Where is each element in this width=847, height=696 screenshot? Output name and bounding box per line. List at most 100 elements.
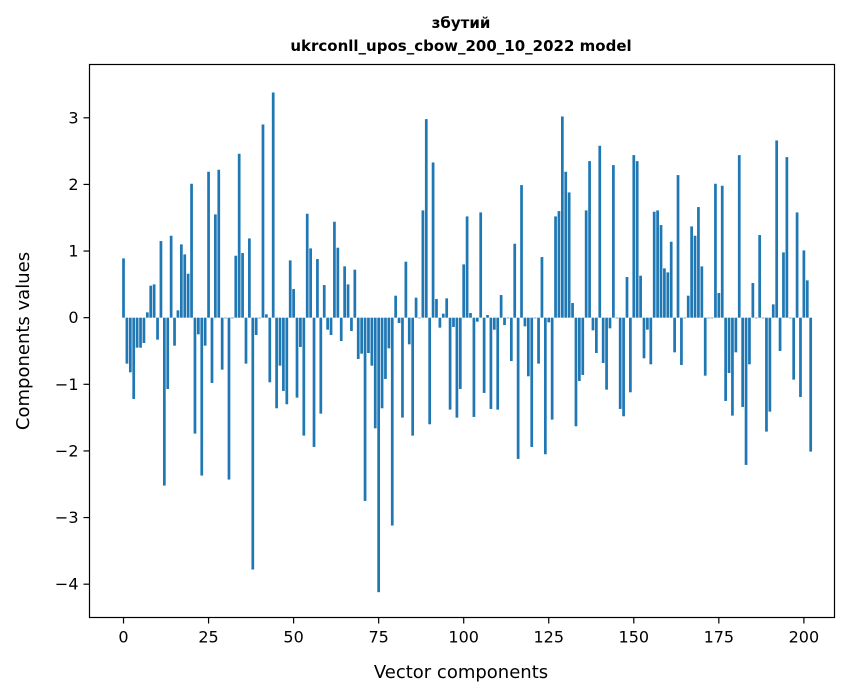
bar-165 [683, 317, 687, 319]
bar-74 [373, 317, 377, 429]
bar-96 [448, 317, 452, 410]
bar-43 [268, 317, 272, 383]
bars-group [122, 92, 813, 593]
bar-81 [397, 317, 401, 324]
bar-181 [737, 155, 741, 318]
bar-31 [227, 317, 231, 480]
bar-11 [159, 241, 163, 318]
bar-195 [785, 157, 789, 318]
bar-139 [595, 317, 598, 353]
bar-55 [309, 248, 312, 318]
bar-143 [608, 317, 612, 329]
bar-54 [305, 213, 309, 318]
bar-164 [680, 317, 683, 365]
bar-172 [707, 317, 710, 319]
bar-124 [543, 317, 547, 455]
bar-154 [646, 317, 649, 330]
bar-27 [214, 214, 217, 318]
bar-107 [486, 315, 489, 318]
bar-65 [343, 266, 346, 318]
bar-33 [234, 255, 238, 318]
bar-109 [492, 317, 496, 330]
bar-201 [805, 280, 809, 318]
bar-94 [441, 313, 445, 318]
bar-63 [336, 247, 340, 318]
bar-62 [333, 221, 336, 318]
bar-121 [533, 317, 537, 319]
bar-40 [258, 317, 261, 319]
bar-82 [401, 317, 404, 418]
bar-45 [275, 317, 278, 409]
bar-41 [261, 124, 265, 318]
bar-173 [710, 317, 714, 319]
bar-108 [489, 317, 493, 409]
bar-47 [282, 317, 285, 391]
y-tick-label: −1 [55, 375, 79, 394]
bar-169 [697, 207, 700, 318]
bar-80 [394, 295, 398, 318]
bar-183 [744, 317, 748, 465]
y-axis-label: Components values [13, 252, 34, 430]
bar-159 [663, 268, 666, 318]
bar-131 [567, 192, 571, 318]
bar-103 [472, 317, 476, 417]
bar-179 [731, 317, 734, 416]
bar-46 [278, 317, 282, 366]
bar-28 [217, 169, 221, 318]
x-axis-ticks: 0 25 50 75 100 125 150 175 200 [118, 617, 819, 647]
bar-144 [612, 165, 615, 318]
bar-19 [186, 273, 190, 318]
bar-199 [799, 317, 802, 397]
x-tick-label: 150 [619, 628, 650, 647]
y-axis-ticks: −4 −3 −2 −1 0 1 2 3 [55, 108, 90, 594]
chart-title-line-1: збутий [432, 14, 491, 32]
bar-68 [353, 269, 357, 318]
bar-90 [428, 317, 432, 425]
bar-42 [265, 314, 268, 318]
bar-2 [128, 317, 132, 373]
bar-152 [639, 275, 642, 318]
x-tick-label: 75 [368, 628, 388, 647]
bar-170 [700, 266, 704, 318]
bar-142 [605, 317, 608, 390]
bar-185 [751, 283, 755, 318]
bar-197 [792, 317, 796, 380]
bar-123 [540, 257, 544, 318]
bar-106 [482, 317, 486, 393]
bar-16 [176, 310, 180, 318]
bar-39 [254, 317, 258, 335]
bar-21 [193, 317, 197, 434]
y-tick-label: 3 [68, 108, 78, 127]
bar-1 [125, 317, 129, 364]
bar-191 [771, 304, 775, 318]
bar-111 [499, 295, 503, 318]
y-tick-label: −4 [55, 575, 79, 594]
bar-25 [207, 171, 210, 318]
bar-174 [714, 183, 717, 318]
bar-95 [445, 298, 449, 318]
y-tick-label: 1 [68, 242, 78, 261]
bar-110 [496, 317, 500, 410]
bar-48 [285, 317, 289, 405]
bar-22 [197, 317, 200, 335]
y-tick-label: 2 [68, 175, 78, 194]
x-tick-label: 175 [704, 628, 735, 647]
bar-79 [390, 317, 394, 526]
bar-67 [350, 317, 353, 332]
bar-57 [316, 259, 319, 318]
bar-84 [407, 317, 411, 345]
y-tick-label: −2 [55, 441, 79, 460]
bar-23 [200, 317, 204, 476]
x-tick-label: 0 [118, 628, 128, 647]
bar-175 [717, 293, 721, 318]
bar-98 [455, 317, 459, 418]
bar-100 [462, 264, 466, 318]
bar-196 [788, 317, 792, 319]
y-tick-label: 0 [68, 308, 78, 327]
bar-36 [244, 317, 248, 364]
plot-area-frame [88, 63, 836, 619]
bar-137 [588, 161, 591, 318]
bar-135 [581, 317, 585, 375]
bar-141 [601, 317, 605, 363]
x-axis-label: Vector components [374, 662, 548, 683]
